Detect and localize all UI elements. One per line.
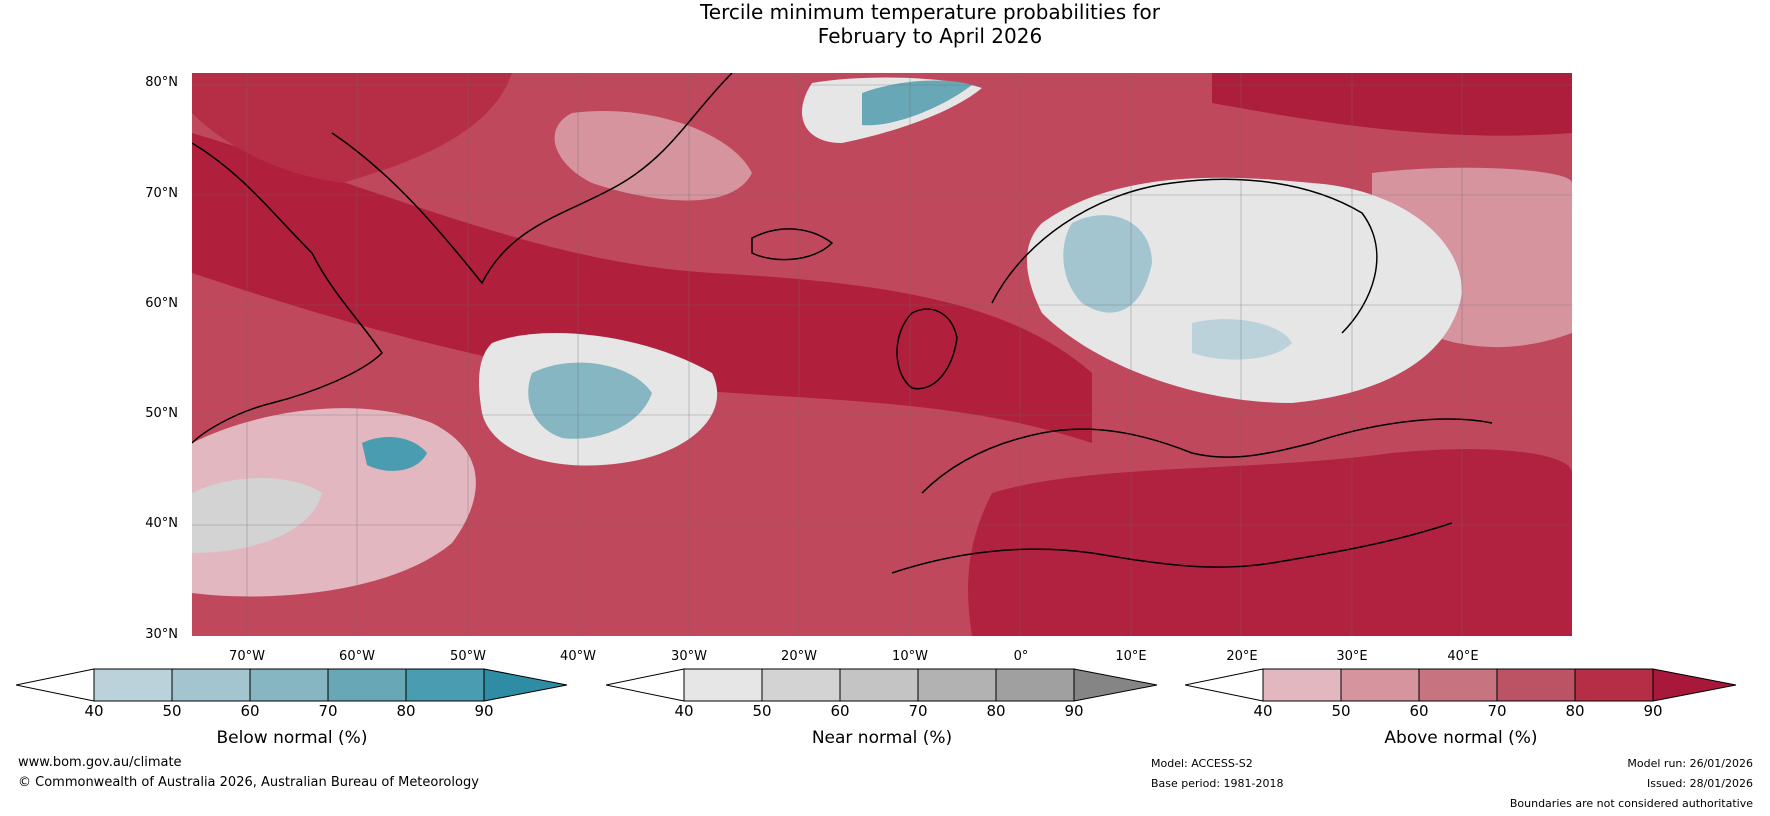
coastlines: [192, 73, 1493, 574]
legend-below-normal-swatch-3: [249, 668, 329, 702]
legend-above-normal-swatch-2: [1340, 668, 1420, 702]
lat-label-40n: 40°N: [145, 516, 178, 531]
legend-above-normal-swatch-1: [1262, 668, 1342, 702]
legend-near-normal-swatch-4: [917, 668, 997, 702]
legend-near-normal-arrow-high: [1073, 668, 1158, 702]
near-normal-coast: [192, 478, 322, 553]
title-line-2: February to April 2026: [817, 24, 1043, 48]
below-normal-scandinavia: [1063, 215, 1152, 313]
legend-near-normal-swatch-3: [839, 668, 919, 702]
legend-near-tick-70: 70: [908, 702, 928, 720]
lon-label-20w: 20°W: [781, 649, 817, 664]
coastline-britain: [896, 308, 958, 390]
legend-below-normal-arrow-low: [16, 668, 95, 702]
issued-text: Issued: 28/01/2026: [1646, 777, 1753, 790]
copyright-text: © Commonwealth of Australia 2026, Austra…: [18, 775, 479, 790]
legend-near-normal-swatch-2: [761, 668, 841, 702]
probability-map: [192, 73, 1572, 636]
pink-greenland-sea: [554, 111, 752, 201]
legend-below-tick-80: 80: [396, 702, 416, 720]
lat-label-50n: 50°N: [145, 406, 178, 421]
below-normal-mid-atlantic: [528, 362, 652, 439]
lat-label-70n: 70°N: [145, 186, 178, 201]
coastline-greenland: [331, 73, 733, 285]
legend-title-near-normal: Near normal (%): [811, 728, 953, 748]
lat-label-30n: 30°N: [145, 627, 178, 642]
dark-red-band: [192, 133, 1092, 443]
legend-below-normal-arrow-high: [483, 668, 568, 702]
below-normal-arctic: [862, 80, 972, 126]
base-period-text: Base period: 1981-2018: [1151, 777, 1284, 790]
legend-above-tick-40: 40: [1253, 702, 1273, 720]
legend-below-tick-50: 50: [162, 702, 182, 720]
lat-label-80n: 80°N: [145, 75, 178, 90]
legend-below-normal-swatch-5: [405, 668, 485, 702]
legend-below-normal-swatch-2: [171, 668, 251, 702]
disclaimer-text: Boundaries are not considered authoritat…: [1509, 797, 1753, 810]
legend-above-normal-arrow-high: [1652, 668, 1737, 702]
model-run-text: Model run: 26/01/2026: [1627, 757, 1753, 770]
legend-above-tick-60: 60: [1409, 702, 1429, 720]
legend-title-below-normal: Below normal (%): [216, 728, 368, 748]
lat-label-60n: 60°N: [145, 296, 178, 311]
coastline-north-america: [192, 142, 383, 444]
legend-below-tick-70: 70: [318, 702, 338, 720]
dark-red-mediterranean: [968, 449, 1572, 636]
legend-near-tick-40: 40: [674, 702, 694, 720]
coastline-europe: [921, 418, 1493, 494]
dark-red-west: [192, 73, 512, 183]
coastline-scandinavia: [991, 178, 1378, 334]
title-line-1: Tercile minimum temperature probabilitie…: [699, 0, 1161, 24]
lon-label-40w: 40°W: [560, 649, 596, 664]
below-normal-west: [362, 437, 427, 471]
model-text: Model: ACCESS-S2: [1151, 757, 1253, 770]
chart-title: Tercile minimum temperature probabilitie…: [0, 0, 1770, 48]
legend-below-tick-60: 60: [240, 702, 260, 720]
lon-label-30w: 30°W: [671, 649, 707, 664]
coastline-north-africa: [891, 522, 1453, 574]
legend-above-tick-90: 90: [1643, 702, 1663, 720]
lon-label-10w: 10°W: [892, 649, 928, 664]
legend-near-tick-90: 90: [1064, 702, 1084, 720]
legend-below-tick-40: 40: [84, 702, 104, 720]
legend-title-above-normal: Above normal (%): [1384, 728, 1538, 748]
legend-near-tick-60: 60: [830, 702, 850, 720]
lon-label-0: 0°: [1013, 649, 1029, 664]
legend-above-normal-swatch-3: [1418, 668, 1498, 702]
legend-above-normal-arrow-low: [1185, 668, 1264, 702]
legend-near-normal: [606, 668, 1158, 702]
legend-near-tick-80: 80: [986, 702, 1006, 720]
lon-label-70w: 70°W: [229, 649, 265, 664]
below-normal-baltic: [1192, 319, 1292, 360]
lon-label-60w: 60°W: [339, 649, 375, 664]
legend-near-normal-swatch-5: [995, 668, 1075, 702]
lon-label-10e: 10°E: [1115, 649, 1147, 664]
lon-label-40e: 40°E: [1447, 649, 1479, 664]
lon-label-50w: 50°W: [450, 649, 486, 664]
legend-below-normal-swatch-4: [327, 668, 407, 702]
lon-label-20e: 20°E: [1226, 649, 1258, 664]
legend-above-tick-50: 50: [1331, 702, 1351, 720]
website-link[interactable]: www.bom.gov.au/climate: [18, 755, 182, 770]
lon-label-30e: 30°E: [1336, 649, 1368, 664]
legend-above-normal-swatch-5: [1574, 668, 1654, 702]
legend-below-normal: [16, 668, 568, 702]
gridlines: [192, 73, 1572, 636]
dark-red-northeast: [1212, 73, 1572, 136]
map-svg: [192, 73, 1572, 636]
legend-below-normal-swatch-1: [93, 668, 173, 702]
legend-below-tick-90: 90: [474, 702, 494, 720]
legend-near-normal-swatch-1: [683, 668, 763, 702]
coastline-iceland: [751, 228, 834, 261]
legend-above-normal: [1185, 668, 1737, 702]
legend-near-tick-50: 50: [752, 702, 772, 720]
legend-near-normal-arrow-low: [606, 668, 685, 702]
legend-above-tick-80: 80: [1565, 702, 1585, 720]
legend-above-normal-swatch-4: [1496, 668, 1576, 702]
legend-above-tick-70: 70: [1487, 702, 1507, 720]
